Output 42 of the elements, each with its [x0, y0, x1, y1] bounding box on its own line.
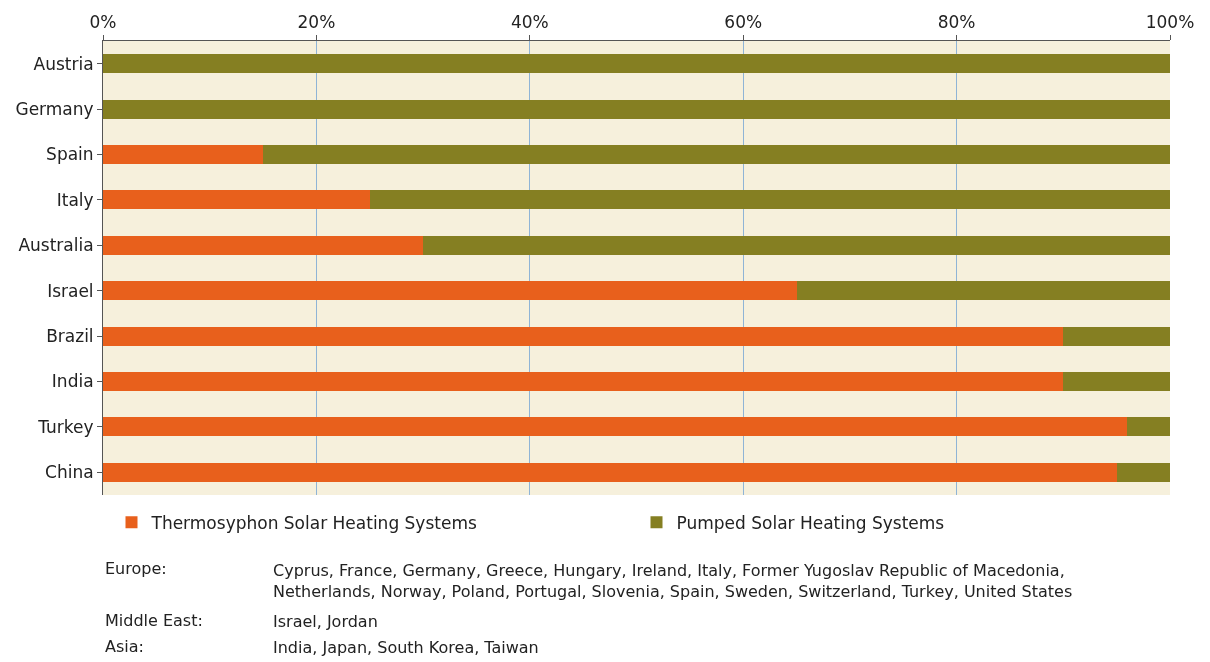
bar	[263, 144, 1170, 165]
y-tick-label: Italy	[56, 189, 94, 210]
text: Israel, Jordan	[273, 612, 378, 631]
x-tick-label: 60%	[724, 12, 763, 33]
y-tick-label: India	[51, 371, 94, 392]
bar	[796, 281, 1170, 301]
text: India, Japan, South Korea, Taiwan	[273, 638, 539, 657]
bar	[1127, 417, 1170, 437]
bar	[103, 326, 1064, 346]
y-tick-label: China	[45, 462, 94, 483]
y-tick-label: Austria	[33, 53, 94, 74]
bar	[423, 235, 1170, 255]
bar	[103, 99, 1170, 119]
legend-label: Thermosyphon Solar Heating Systems	[150, 513, 477, 533]
text: Cyprus, France, Germany, Greece, Hungary, Ireland, Italy, Former Yugoslav Republic of Macedonia, Netherlands, Norway, Poland, Portugal, Slovenia, Spain, Sweden, Switzerland, Turkey, United States	[273, 561, 1073, 601]
bar	[103, 371, 1064, 392]
x-tick-label: 0%	[89, 12, 117, 33]
bar	[103, 281, 797, 301]
y-tick-label: Germany	[15, 99, 94, 120]
legend-label: Pumped Solar Heating Systems	[676, 513, 945, 533]
y-tick-label: Turkey	[37, 416, 94, 437]
x-tick-label: 40%	[510, 12, 549, 33]
bar	[103, 417, 1128, 437]
bar	[103, 190, 370, 210]
bar	[1063, 371, 1170, 392]
y-tick-label: Australia	[18, 235, 94, 256]
y-tick-label: Israel	[47, 280, 94, 301]
text: Asia:	[105, 637, 144, 656]
bar	[369, 190, 1170, 210]
bar	[1116, 462, 1170, 482]
bar	[103, 54, 1170, 74]
x-tick-label: 80%	[937, 12, 976, 33]
bar	[103, 235, 424, 255]
x-tick-label: 100%	[1145, 12, 1195, 33]
bar	[103, 144, 264, 165]
x-tick-label: 20%	[297, 12, 336, 33]
bar	[1063, 326, 1170, 346]
bar	[103, 462, 1117, 482]
text: Europe:	[105, 559, 167, 578]
y-tick-label: Brazil	[46, 326, 94, 347]
y-tick-label: Spain	[46, 144, 94, 165]
text: Middle East:	[105, 611, 203, 630]
